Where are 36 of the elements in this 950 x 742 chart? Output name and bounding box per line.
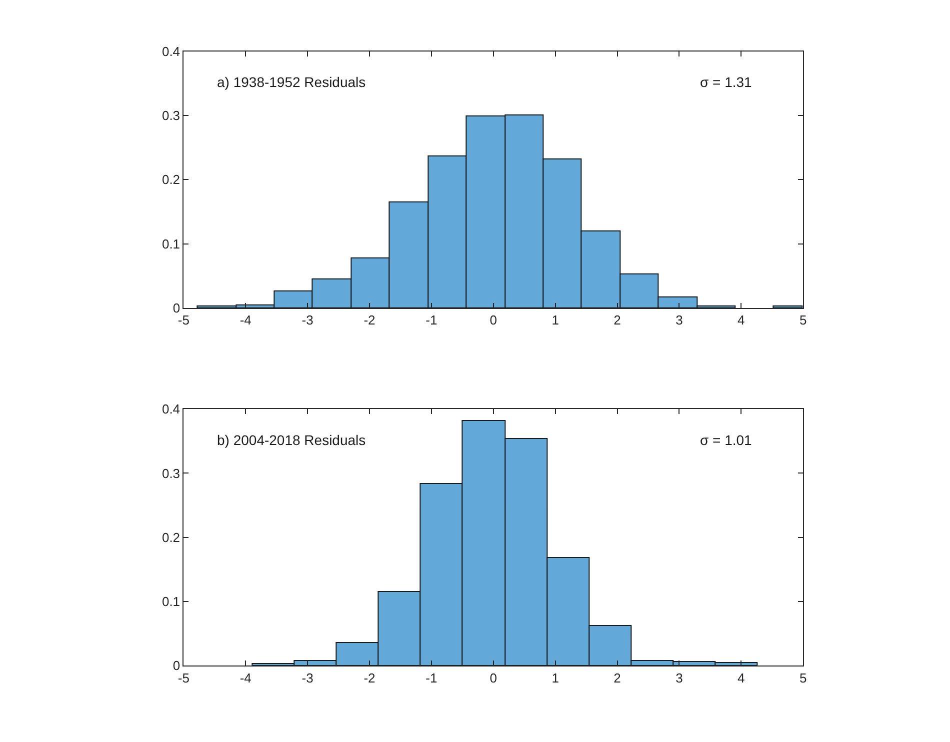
y-tick-label: 0.3 [162, 108, 180, 124]
x-tick-label: 2 [614, 312, 621, 328]
annotation: σ = 1.01 [700, 432, 752, 448]
x-tick-label: 0 [490, 670, 498, 686]
x-tick-label: 1 [552, 312, 559, 328]
x-tick-label: 5 [800, 670, 807, 686]
y-tick-label: 0.1 [162, 236, 180, 252]
y-tick-label: 0.4 [162, 44, 180, 59]
y-tick-label: 0 [172, 300, 180, 316]
x-tick-label: 2 [614, 670, 621, 686]
x-tick-label: 0 [490, 312, 498, 328]
x-tick-label: 4 [738, 670, 745, 686]
x-tick-label: 3 [676, 670, 683, 686]
x-tick-label: -2 [364, 312, 376, 328]
x-tick-label: -1 [426, 312, 438, 328]
y-tick-label: 0.4 [162, 402, 180, 417]
x-tick-label: -4 [240, 312, 252, 328]
y-tick-label: 0.2 [162, 172, 180, 188]
x-tick-label: 3 [676, 312, 683, 328]
x-tick-label: -3 [302, 670, 314, 686]
annotation: b) 2004-2018 Residuals [217, 432, 366, 448]
x-tick-label: -5 [178, 670, 190, 686]
annotation: a) 1938-1952 Residuals [217, 74, 366, 90]
y-tick-label: 0.1 [162, 594, 180, 610]
y-tick-label: 0.3 [162, 466, 180, 481]
x-tick-label: -4 [240, 670, 252, 686]
x-tick-label: -2 [364, 670, 376, 686]
x-tick-label: -1 [426, 670, 438, 686]
x-tick-label: 1 [552, 670, 559, 686]
x-tick-label: 5 [800, 312, 807, 328]
x-tick-label: -5 [178, 312, 190, 328]
x-tick-label: 4 [738, 312, 745, 328]
y-tick-label: 0.2 [162, 530, 180, 545]
y-tick-label: 0 [172, 658, 180, 674]
annotation: σ = 1.31 [700, 74, 752, 90]
x-tick-label: -3 [302, 312, 314, 328]
